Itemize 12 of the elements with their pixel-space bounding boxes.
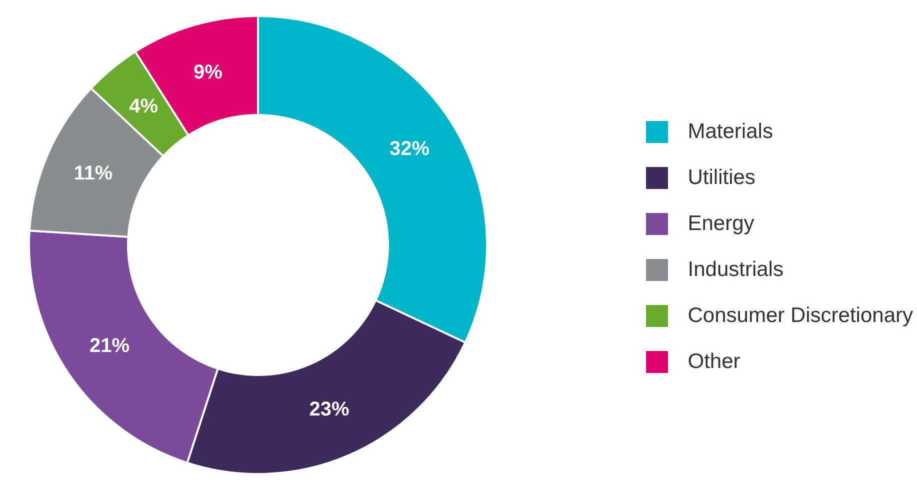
legend-label: Consumer Discretionary [688, 304, 913, 328]
legend-label: Materials [688, 120, 773, 144]
data-label: 9% [193, 62, 223, 84]
legend-label: Utilities [688, 166, 756, 190]
data-label: 32% [390, 138, 430, 160]
legend-label: Industrials [688, 258, 784, 282]
data-label: 21% [90, 334, 130, 357]
data-label: 23% [309, 398, 350, 421]
legend-label: Energy [688, 212, 754, 236]
data-label: 11% [74, 162, 113, 185]
data-label: 4% [129, 96, 158, 118]
legend-label: Other [688, 350, 740, 374]
